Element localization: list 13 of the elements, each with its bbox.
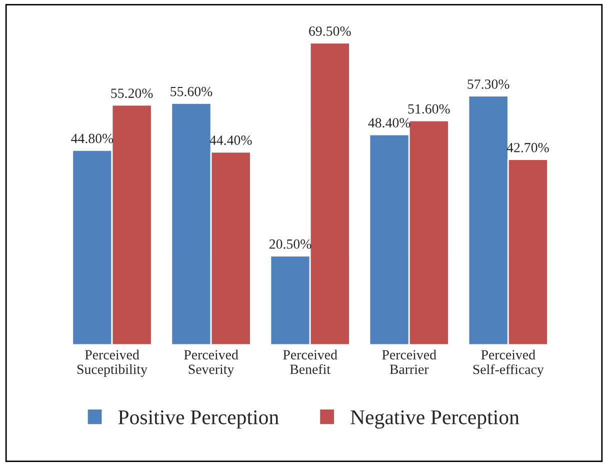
legend-label: Positive Perception	[118, 410, 279, 429]
x-tick-label: Perceived Benefit	[283, 350, 338, 374]
x-tick-label: Perceived Suceptibility	[77, 350, 148, 377]
data-label: 55.60%	[170, 86, 212, 96]
x-tick-label: Perceived Self-efficacy	[473, 350, 544, 378]
data-label: 51.60%	[408, 104, 450, 114]
x-tick-label: Perceived Barrier	[382, 350, 436, 374]
legend-label: Negative Perception	[350, 410, 520, 429]
data-label: 57.30%	[468, 79, 510, 89]
x-tick-label: Perceived Severity	[184, 350, 238, 377]
data-label: 55.20%	[111, 88, 153, 98]
data-label: 48.40%	[368, 118, 410, 128]
data-label: 69.50%	[309, 26, 351, 36]
